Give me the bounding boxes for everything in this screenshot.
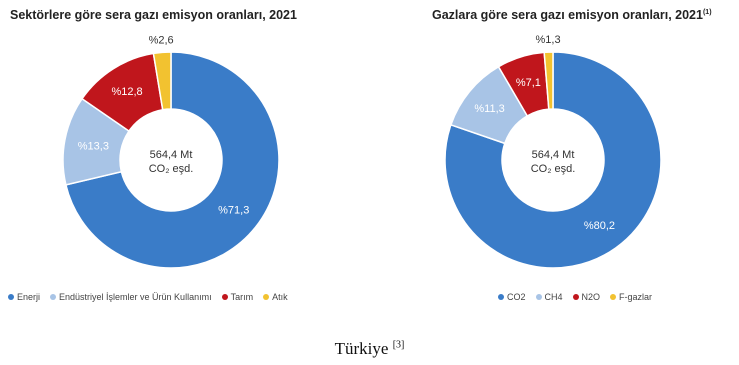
slice-label-end-striyel-i-lemler-ve-r-n-kullan-m: %13,3 <box>78 140 109 152</box>
donut-slice-at-k <box>152 51 172 111</box>
legend-label: CO2 <box>507 292 526 302</box>
legend-label: F-gazlar <box>619 292 653 302</box>
legend-item-end-striyel-i-lemler-ve-r-n-kullan-m: Endüstriyel İşlemler ve Ürün Kullanımı <box>50 292 212 302</box>
legend-swatch <box>221 294 228 300</box>
figure-caption: Türkiye [3] <box>334 339 405 358</box>
legend-item-f-gazlar: F-gazlar <box>610 292 652 302</box>
chart-legend: CO2 CH4 N2O F-gazlar <box>498 292 652 302</box>
legend-swatch <box>535 294 542 300</box>
legend-label: Enerji <box>17 292 41 302</box>
legend-swatch <box>572 294 579 300</box>
donut-slice-co2 <box>444 51 662 269</box>
center-total-unit: CO₂ eşd. <box>531 163 576 175</box>
slice-label-n2o: %7,1 <box>516 77 541 89</box>
legend-label: Atık <box>272 292 288 302</box>
chart-panel-sectors: Sektörlere göre sera gazı emisyon oranla… <box>0 0 370 330</box>
legend-label: CH4 <box>544 292 563 302</box>
donut-slice-f-gazlar <box>543 51 554 110</box>
legend-item-co2: CO2 <box>498 292 526 302</box>
legend-item-n2o: N2O <box>572 292 601 302</box>
slice-label-enerji: %71,3 <box>218 205 249 217</box>
slice-label-ch4: %11,3 <box>474 103 504 115</box>
legend-label: N2O <box>581 292 601 302</box>
legend-label: Tarım <box>230 292 254 302</box>
legend-item-at-k: Atık <box>263 292 288 302</box>
chart-title: Gazlara göre sera gazı emisyon oranları,… <box>432 8 712 22</box>
center-total-unit: CO₂ eşd. <box>149 163 194 175</box>
center-total-value: 564,4 Mt <box>150 149 193 161</box>
legend-swatch <box>50 294 57 300</box>
donut-chart-gases: %80,2 %11,3 %7,1 %1,3 564,4 Mt CO₂ eşd. <box>444 34 662 269</box>
legend-swatch <box>498 294 504 300</box>
legend-swatch <box>263 294 270 300</box>
slice-label-f-gazlar: %1,3 <box>536 34 561 46</box>
legend-item-tar-m: Tarım <box>221 292 254 302</box>
chart-panel-gases: Gazlara göre sera gazı emisyon oranları,… <box>370 0 739 330</box>
donut-slice-enerji <box>65 51 280 269</box>
legend-swatch <box>8 294 14 300</box>
legend-item-ch4: CH4 <box>535 292 563 302</box>
legend-item-enerji: Enerji <box>8 292 40 302</box>
slice-label-co2: %80,2 <box>584 220 615 232</box>
center-total-value: 564,4 Mt <box>532 149 575 161</box>
chart-legend: Enerji Endüstriyel İşlemler ve Ürün Kulla… <box>8 292 288 302</box>
chart-title: Sektörlere göre sera gazı emisyon oranla… <box>10 8 297 22</box>
slice-label-at-k: %2,6 <box>149 34 174 46</box>
donut-chart-sectors: %71,3 %13,3 %12,8 %2,6 564,4 Mt CO₂ eşd. <box>62 34 280 269</box>
legend-label: Endüstriyel İşlemler ve Ürün Kullanımı <box>59 292 212 302</box>
legend-swatch <box>610 294 617 300</box>
slice-label-tar-m: %12,8 <box>111 86 142 98</box>
